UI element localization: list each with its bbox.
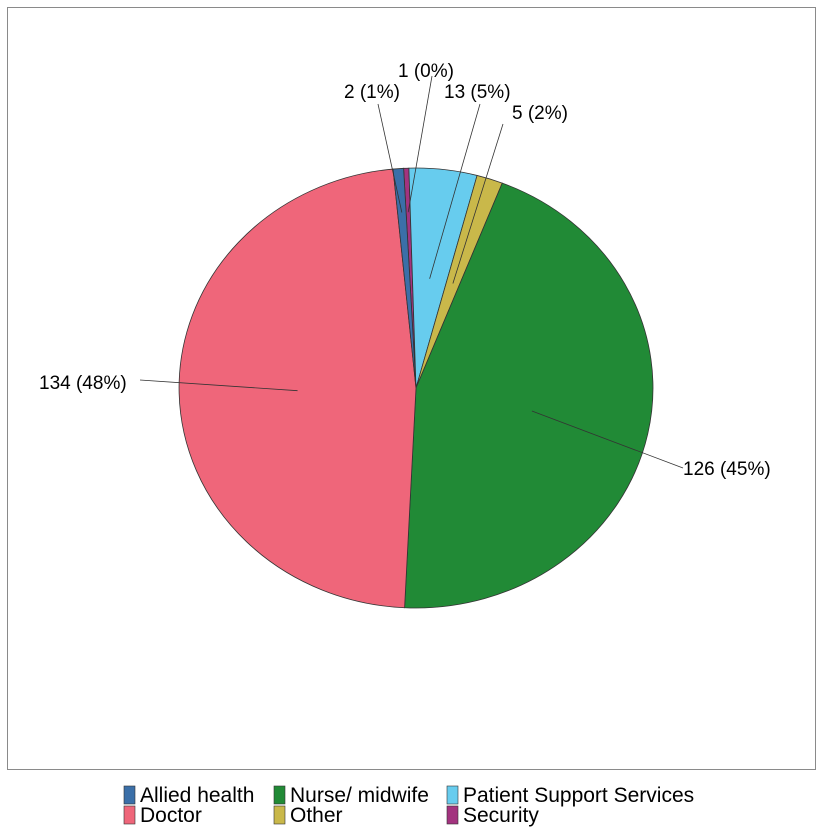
- leader-line-nurse-midwife: [531, 410, 684, 469]
- pie-slices: [178, 167, 654, 609]
- legend-label-allied-health: Allied health: [140, 784, 254, 807]
- pie-slice-allied-health: [392, 167, 417, 389]
- pie-slice-nurse-midwife: [404, 182, 654, 609]
- pie-slice-doctor: [178, 168, 417, 609]
- leader-line-patient-support-services: [429, 103, 481, 279]
- legend-swatch-other: [273, 805, 286, 825]
- legend: Allied health Nurse/ midwife Patient Suppo…: [123, 784, 694, 827]
- legend-swatch-security: [446, 805, 459, 825]
- legend-label-patient-support-services: Patient Support Services: [463, 784, 694, 807]
- slice-label-nurse-midwife: 126 (45%): [683, 459, 771, 480]
- slice-label-allied-health: 2 (1%): [344, 82, 400, 103]
- legend-swatch-doctor: [123, 805, 136, 825]
- leader-line-security: [407, 75, 433, 213]
- slice-label-doctor: 134 (48%): [39, 373, 127, 394]
- leader-line-doctor: [139, 379, 298, 392]
- legend-swatch-nurse-midwife: [273, 785, 286, 805]
- slice-label-security: 1 (0%): [398, 61, 454, 82]
- legend-label-security: Security: [463, 804, 539, 827]
- legend-label-doctor: Doctor: [140, 804, 202, 827]
- legend-swatch-allied-health: [123, 785, 136, 805]
- slice-label-other: 5 (2%): [512, 103, 568, 124]
- legend-label-other: Other: [290, 804, 343, 827]
- slice-labels: 1 (0%)13 (5%)5 (2%) 126 (45%) 134 (48%) 2 (…: [39, 61, 771, 480]
- slice-label-patient-support-services: 13 (5%): [444, 82, 511, 103]
- leader-line-allied-health: [377, 103, 403, 213]
- legend-swatch-patient-support-services: [446, 785, 459, 805]
- leader-line-other: [452, 123, 504, 284]
- legend-label-nurse-midwife: Nurse/ midwife: [290, 784, 429, 807]
- leader-lines: [139, 75, 684, 469]
